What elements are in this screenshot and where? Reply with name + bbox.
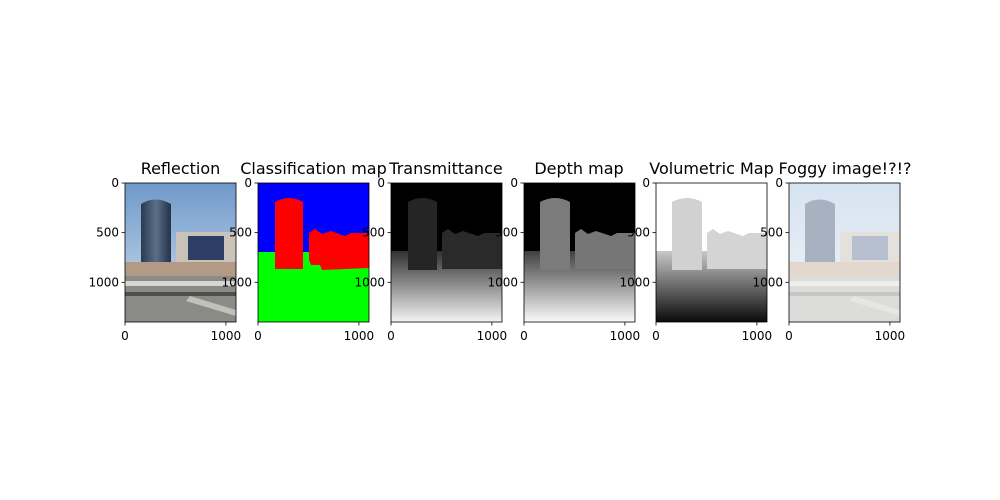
blue-building: [188, 236, 224, 260]
y-tick-label: 500: [96, 226, 119, 240]
class-buildings: [309, 229, 369, 270]
lower-buildings: [125, 262, 236, 276]
x-tick-label: 0: [652, 329, 660, 343]
y-tick-label: 500: [627, 226, 650, 240]
highway-ramp: [186, 296, 236, 316]
depth-buildings: [575, 229, 635, 269]
panel-title-classification: Classification map: [240, 159, 387, 178]
panel-title-depth: Depth map: [534, 159, 623, 178]
axes-5: 0 500 1000 0 1000: [752, 176, 905, 343]
fog-lower-buildings: [789, 262, 900, 276]
axes-2: 0 500 1000 0 1000: [354, 176, 507, 343]
x-tick-label: 1000: [610, 329, 641, 343]
depth-image: [524, 183, 635, 322]
y-tick-label: 1000: [619, 275, 650, 289]
y-tick-label: 0: [377, 176, 385, 190]
y-tick-label: 0: [510, 176, 518, 190]
y-tick-label: 0: [775, 176, 783, 190]
x-tick-label: 0: [785, 329, 793, 343]
fog-highway-ramp: [850, 296, 900, 316]
y-tick-label: 500: [229, 226, 252, 240]
axes-frame: [655, 182, 768, 323]
highway-2: [125, 292, 236, 296]
volumetric-image: [656, 183, 767, 322]
y-tick-label: 500: [495, 226, 518, 240]
class-ground-step: [258, 252, 275, 322]
y-tick-label: 500: [760, 226, 783, 240]
trans-buildings: [442, 229, 502, 269]
y-tick-label: 0: [244, 176, 252, 190]
panel-volumetric: Volumetric Map: [649, 159, 774, 322]
panel-transmittance: Transmittance: [388, 159, 503, 322]
y-tick-label: 1000: [88, 275, 119, 289]
axes-0: 0 500 1000 0 1000: [88, 176, 241, 343]
axes-3: 0 500 1000 0 1000: [487, 176, 640, 343]
axes-frame: [523, 182, 636, 323]
classification-image: [258, 183, 369, 322]
depth-tower: [540, 198, 570, 270]
fog-tower: [805, 199, 835, 266]
y-tick-label: 500: [362, 226, 385, 240]
axes-frame: [124, 182, 237, 323]
x-tick-label: 1000: [211, 329, 242, 343]
y-tick-label: 0: [111, 176, 119, 190]
axes-frame: [390, 182, 503, 323]
foggy-image: [789, 183, 900, 322]
x-tick-label: 1000: [477, 329, 508, 343]
x-tick-label: 0: [520, 329, 528, 343]
panel-classification: Classification map: [240, 159, 387, 322]
x-tick-label: 0: [387, 329, 395, 343]
main-tower: [141, 199, 171, 266]
transmittance-image: [391, 183, 502, 322]
y-tick-label: 1000: [487, 275, 518, 289]
class-tower: [275, 198, 303, 269]
axes-4: 0 500 1000 0 1000: [619, 176, 772, 343]
fog-highway-2: [789, 292, 900, 296]
panel-foggy: Foggy image!?!?: [779, 159, 912, 322]
panel-depth: Depth map: [524, 159, 635, 322]
panel-title-foggy: Foggy image!?!?: [779, 159, 912, 178]
y-tick-label: 1000: [354, 275, 385, 289]
y-tick-label: 0: [642, 176, 650, 190]
x-tick-label: 1000: [344, 329, 375, 343]
panel-reflection: Reflection: [125, 159, 236, 322]
highway-1: [125, 281, 236, 286]
panel-title-transmittance: Transmittance: [388, 159, 502, 178]
panel-title-volumetric: Volumetric Map: [649, 159, 773, 178]
reflection-image: [125, 183, 236, 322]
x-tick-label: 1000: [742, 329, 773, 343]
x-tick-label: 0: [254, 329, 262, 343]
y-tick-label: 1000: [221, 275, 252, 289]
axes-frame: [788, 182, 901, 323]
fog-highway-1: [789, 281, 900, 286]
panel-title-reflection: Reflection: [141, 159, 221, 178]
axes-1: 0 500 1000 0 1000: [221, 176, 374, 343]
x-tick-label: 0: [121, 329, 129, 343]
y-tick-label: 1000: [752, 275, 783, 289]
vol-tower: [672, 198, 702, 270]
vol-buildings: [707, 229, 767, 269]
axes-frame: [257, 182, 370, 323]
trans-tower: [408, 198, 437, 270]
x-tick-label: 1000: [875, 329, 906, 343]
fog-blue-building: [852, 236, 888, 260]
